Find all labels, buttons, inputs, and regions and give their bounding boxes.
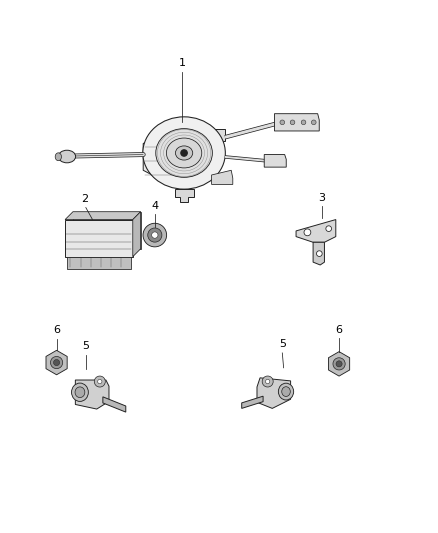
Polygon shape [328, 352, 350, 376]
Circle shape [94, 376, 105, 387]
Circle shape [143, 223, 166, 247]
Polygon shape [46, 350, 67, 375]
Circle shape [98, 379, 102, 384]
Circle shape [326, 226, 332, 231]
Circle shape [290, 120, 295, 125]
Circle shape [181, 150, 187, 156]
Text: 6: 6 [336, 325, 343, 335]
Text: 2: 2 [81, 194, 88, 204]
Ellipse shape [279, 383, 293, 400]
Circle shape [317, 251, 322, 256]
Ellipse shape [176, 146, 193, 160]
Ellipse shape [143, 117, 225, 189]
Polygon shape [103, 397, 126, 412]
Polygon shape [170, 130, 225, 141]
Ellipse shape [71, 383, 88, 401]
FancyBboxPatch shape [73, 212, 141, 249]
Polygon shape [65, 212, 141, 220]
Polygon shape [175, 189, 194, 201]
Circle shape [148, 228, 162, 242]
Polygon shape [133, 212, 141, 257]
Circle shape [304, 229, 311, 236]
Text: 6: 6 [53, 325, 60, 335]
Ellipse shape [55, 153, 61, 160]
Circle shape [280, 120, 285, 125]
Circle shape [265, 379, 270, 384]
Text: 5: 5 [82, 341, 89, 351]
Ellipse shape [282, 387, 290, 397]
Text: 5: 5 [279, 340, 286, 350]
Polygon shape [313, 243, 325, 265]
Ellipse shape [156, 128, 212, 177]
Polygon shape [75, 380, 109, 409]
Circle shape [333, 358, 345, 370]
Polygon shape [212, 170, 233, 184]
Circle shape [53, 359, 60, 366]
Circle shape [311, 120, 316, 125]
Polygon shape [275, 114, 319, 131]
Text: 4: 4 [151, 200, 159, 211]
Polygon shape [242, 396, 263, 408]
FancyBboxPatch shape [65, 220, 133, 257]
Ellipse shape [75, 387, 85, 398]
Polygon shape [296, 220, 336, 243]
Circle shape [50, 357, 63, 369]
Circle shape [262, 376, 273, 387]
Circle shape [336, 361, 342, 367]
Polygon shape [143, 130, 188, 184]
Text: 1: 1 [178, 58, 185, 68]
Circle shape [301, 120, 306, 125]
FancyBboxPatch shape [67, 257, 131, 269]
Ellipse shape [58, 150, 76, 163]
Ellipse shape [166, 138, 202, 168]
Polygon shape [257, 378, 290, 408]
Circle shape [152, 232, 158, 238]
Polygon shape [264, 155, 286, 167]
Text: 3: 3 [318, 193, 325, 203]
